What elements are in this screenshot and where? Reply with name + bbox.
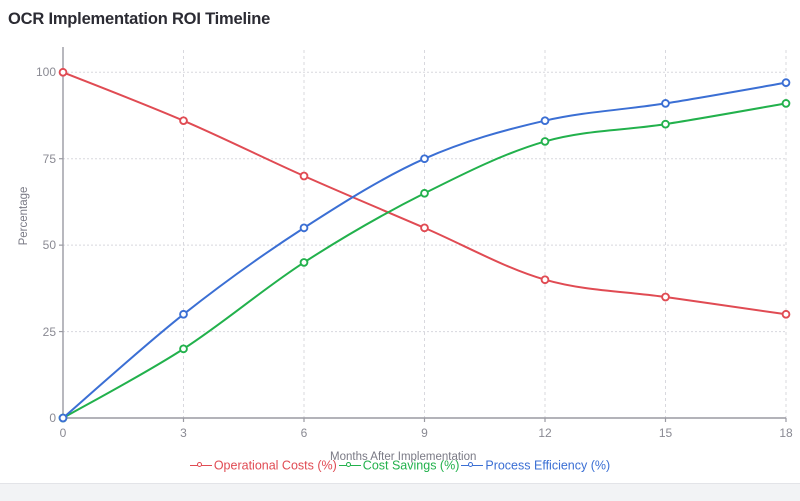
x-axis-title: Months After Implementation [330,451,477,463]
series-1 [58,67,791,319]
data-point-marker [299,258,309,267]
data-point-marker [661,99,670,108]
data-point-marker [661,119,670,129]
axis-lines [59,47,787,422]
data-point-marker [540,137,550,146]
legend-marker-icon [338,461,361,471]
legend-label: Operational Costs (%) [213,458,337,473]
legend-marker-icon [189,461,212,471]
legend-label: Process Efficiency (%) [485,458,611,473]
x-axis-tick-label: 15 [658,426,673,440]
data-point-marker [661,292,670,302]
page-title: OCR Implementation ROI Timeline [8,10,271,28]
data-point-marker [179,344,188,354]
series-3 [58,78,791,423]
data-point-marker [179,309,188,319]
x-axis-tick-label: 3 [180,426,187,440]
y-axis-tick-label: 50 [42,238,56,253]
data-point-marker [781,99,791,108]
data-point-marker [781,309,791,319]
data-point-marker [299,223,309,233]
y-axis-tick-label: 25 [42,324,56,339]
legend-item[interactable]: Operational Costs (%) [189,458,337,473]
data-point-marker [58,67,68,77]
data-point-marker [540,275,550,285]
y-axis-tick-label: 75 [42,151,56,166]
x-axis-tick-label: 0 [59,426,67,440]
data-point-marker [179,116,188,126]
data-point-marker [299,171,309,181]
legend-item[interactable]: Process Efficiency (%) [461,458,610,473]
legend-label: Cost Savings (%) [362,458,460,473]
data-point-marker [58,413,68,423]
x-axis-tick-label: 6 [300,426,308,440]
bottom-strip [0,483,800,501]
x-axis-tick-label: 18 [779,426,793,440]
legend-marker-icon [461,461,484,471]
data-point-marker [420,223,429,233]
data-point-marker [781,78,791,88]
data-point-marker [420,154,429,164]
legend-item[interactable]: Cost Savings (%) [338,458,460,473]
y-axis-tick-label: 0 [49,411,56,425]
x-axis-tick-label: 9 [421,426,428,440]
data-point-marker [420,188,429,198]
chart-legend: Operational Costs (%) Cost Savings (%) Pro… [0,458,800,473]
grid-lines [63,50,787,419]
data-point-marker [540,116,550,126]
x-axis-tick-label: 12 [538,426,552,440]
y-axis-tick-label: 100 [35,65,56,80]
